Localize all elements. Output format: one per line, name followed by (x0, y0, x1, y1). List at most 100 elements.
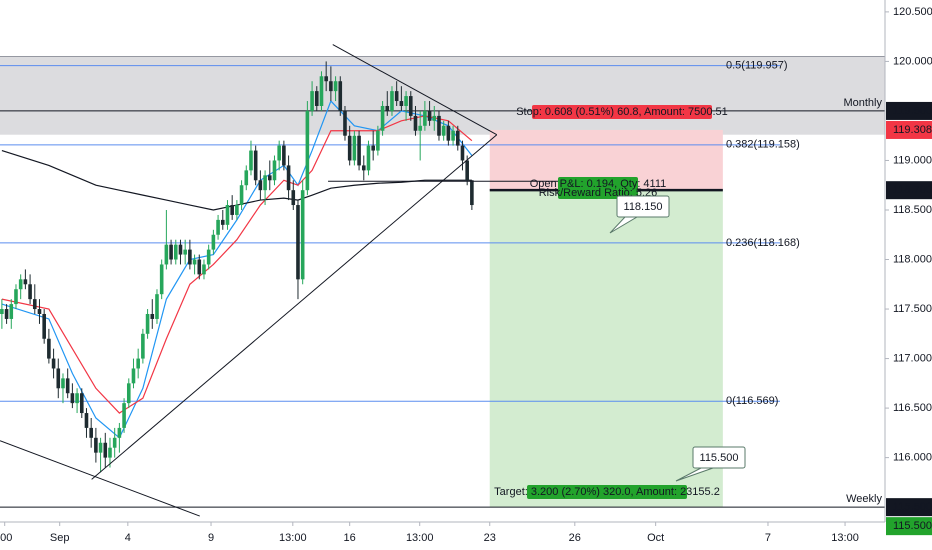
candle-body (394, 91, 399, 102)
target-zone (489, 190, 723, 508)
candle-body (4, 309, 9, 319)
price-marker (886, 498, 932, 517)
price-marker-label: 119.500 (893, 105, 932, 117)
candle-body (470, 180, 474, 206)
candle-body (61, 378, 65, 389)
candle-body (352, 135, 357, 161)
candle-body (65, 378, 70, 394)
candle-body (14, 289, 18, 305)
callout-pointer (675, 467, 714, 482)
candle-body (282, 145, 286, 166)
candle-body (18, 279, 23, 290)
callout-box (692, 446, 746, 469)
x-tick-label: :00 (0, 532, 12, 544)
candle-body (413, 115, 418, 131)
candle-body (399, 101, 404, 106)
candle-body (408, 96, 413, 116)
candle-body (164, 244, 169, 265)
candle-body (122, 403, 126, 428)
candle-body (244, 170, 249, 186)
candle-body (75, 393, 79, 404)
candle-body (150, 313, 155, 319)
x-tick-label: 13:00 (831, 532, 859, 544)
candle-body (343, 110, 347, 136)
candle-body (136, 358, 140, 369)
candle-body (296, 205, 300, 280)
candle-body (319, 76, 324, 106)
price-marker-label: 119.308 (893, 124, 932, 136)
candle-body (451, 130, 455, 141)
price-marker-label: 118.700 (893, 184, 932, 196)
candle-body (23, 279, 28, 285)
fib-label: 0(116.569) (726, 395, 778, 407)
y-tick-label: 120.000 (893, 55, 932, 67)
candle-body (202, 264, 206, 275)
candle-body (94, 437, 98, 453)
candle-body (155, 294, 159, 319)
x-tick-label: 26 (569, 532, 581, 544)
candle-body (300, 190, 305, 280)
candle-body (117, 427, 122, 438)
candle-body (178, 244, 183, 255)
candle-body (159, 264, 164, 295)
candle-body (465, 160, 469, 181)
candle-body (169, 244, 173, 260)
trendline (91, 134, 498, 480)
candle-body (366, 145, 371, 171)
fib-label: 0.5(119.957) (726, 60, 788, 72)
y-tick-label: 120.500 (893, 6, 932, 18)
y-tick-label: 118.000 (893, 253, 932, 265)
candle-body (423, 110, 427, 126)
candle-body (277, 145, 281, 161)
candle-body (460, 145, 465, 161)
y-tick-label: 116.000 (893, 452, 932, 464)
candle-body (28, 284, 32, 300)
price-marker-label: 115.500 (893, 520, 932, 532)
x-tick-label: 9 (208, 532, 214, 544)
price-marker (886, 101, 932, 120)
candle-body (126, 383, 131, 404)
price-marker (886, 120, 932, 139)
stop-label-box (532, 105, 712, 119)
target-label-box (527, 485, 687, 499)
candle-body (112, 437, 117, 448)
candle-body (380, 105, 385, 131)
candle-body (84, 413, 89, 428)
candle-body (211, 234, 216, 250)
fib-label: 0.382(119.158) (726, 139, 800, 151)
target-label: Target: 3.200 (2.70%) 320.0, Amount: 231… (494, 486, 720, 498)
x-tick-label: 7 (765, 532, 771, 544)
candle-body (103, 442, 108, 458)
level-label: Monthly (843, 97, 882, 109)
candle-body (249, 150, 253, 171)
candle-body (427, 110, 432, 121)
candle-body (286, 165, 291, 191)
candle-body (338, 81, 343, 111)
candle-body (89, 427, 93, 438)
candle-body (305, 110, 310, 191)
candle-body (188, 249, 192, 265)
candle-body (432, 115, 437, 121)
candle-body (145, 313, 150, 334)
resistance-zone (0, 56, 885, 135)
x-tick-label: 16 (344, 532, 356, 544)
trendline (0, 440, 200, 517)
candle-body (192, 259, 197, 265)
candle-body (235, 205, 239, 215)
x-tick-label: 23 (484, 532, 496, 544)
y-tick-label: 117.000 (893, 352, 932, 364)
candle-body (197, 259, 202, 275)
price-marker-label: 115.500 (893, 501, 932, 513)
candle-body (37, 309, 42, 314)
candle-body (291, 190, 296, 206)
y-tick-label: 116.500 (893, 402, 932, 414)
candle-body (183, 249, 187, 255)
level-label: Weekly (846, 493, 882, 505)
callout-box (616, 195, 670, 218)
candle-body (206, 249, 211, 265)
y-tick-label: 118.500 (893, 204, 932, 216)
candle-body (310, 91, 314, 111)
candle-body (131, 368, 136, 384)
